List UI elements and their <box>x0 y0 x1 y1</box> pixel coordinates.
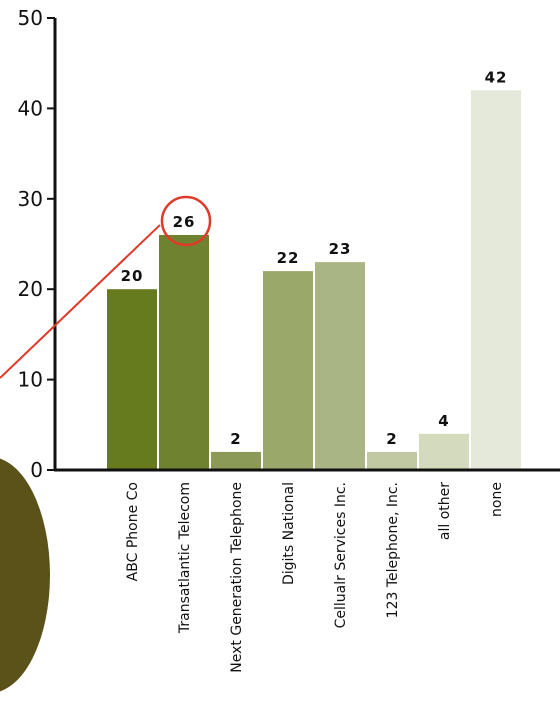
x-tick-label: Digits National <box>281 482 297 585</box>
x-tick-label: ABC Phone Co <box>125 482 141 581</box>
x-tick-label: Next Generation Telephone <box>229 482 245 673</box>
bar <box>315 262 365 470</box>
callout-circle <box>160 195 212 247</box>
y-tick-label: 20 <box>18 277 43 301</box>
data-label: 4 <box>438 412 449 430</box>
y-tick-label: 10 <box>18 368 43 392</box>
data-label: 22 <box>277 249 300 267</box>
callout-layer <box>0 195 212 379</box>
x-tick-label: Transatlantic Telecom <box>177 482 193 634</box>
axes-layer <box>47 17 560 472</box>
callout-leader-line <box>0 224 161 379</box>
bar <box>419 433 469 470</box>
bar <box>263 271 313 470</box>
decoration-layer <box>0 458 50 692</box>
bar <box>107 289 157 470</box>
y-tick-label: 50 <box>18 6 43 30</box>
decorative-circle <box>0 458 50 692</box>
data-label: 26 <box>173 213 196 231</box>
data-label: 42 <box>485 68 508 86</box>
x-tick-label: Cellualr Services Inc. <box>333 482 349 628</box>
x-tick-label: all other <box>437 482 453 540</box>
x-tick-label: none <box>489 482 505 517</box>
y-tick-label: 40 <box>18 96 43 120</box>
data-label: 20 <box>121 267 144 285</box>
data-label: 2 <box>230 430 241 448</box>
bar <box>159 234 209 470</box>
data-label: 2 <box>386 430 397 448</box>
bar <box>367 451 417 470</box>
bar <box>211 451 261 470</box>
y-tick-label: 30 <box>18 187 43 211</box>
x-tick-label: 123 Telephone, Inc. <box>385 482 401 618</box>
bar <box>471 90 521 470</box>
data-label: 23 <box>329 240 352 258</box>
y-tick-label: 0 <box>30 458 43 482</box>
bars-layer <box>107 90 521 470</box>
labels-layer: 0 10 20 30 40 50 ABC Phone Co Transatlantic Tel… <box>18 6 508 673</box>
